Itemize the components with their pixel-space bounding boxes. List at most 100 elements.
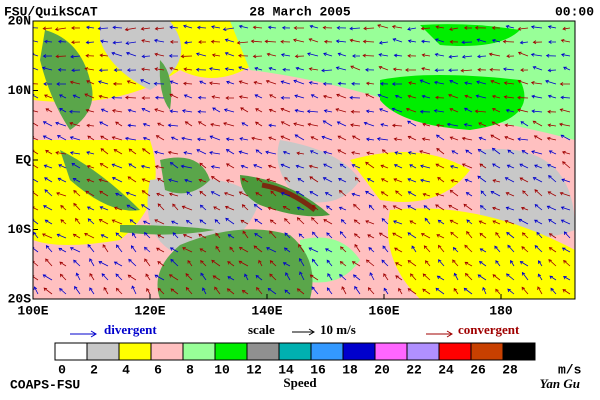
wind-arrow — [559, 122, 571, 127]
wind-arrow — [545, 53, 557, 58]
wind-arrow — [169, 93, 179, 99]
wind-arrow — [252, 54, 263, 59]
wind-arrow — [507, 149, 515, 155]
wind-arrow — [200, 272, 207, 281]
wind-arrow — [127, 108, 137, 113]
wind-arrow — [209, 135, 221, 141]
wind-arrow — [124, 27, 137, 32]
wind-arrow — [268, 108, 277, 113]
wind-arrow — [351, 192, 361, 197]
wind-arrow — [168, 192, 179, 197]
wind-arrow — [380, 178, 389, 183]
colorbar-label: 8 — [186, 362, 194, 377]
wind-arrow — [181, 205, 193, 211]
wind-arrow — [383, 204, 389, 211]
wind-arrow — [238, 53, 249, 58]
wind-arrow — [536, 231, 543, 239]
wind-arrow — [200, 260, 207, 267]
wind-arrow — [197, 95, 207, 100]
wind-arrow — [225, 217, 235, 225]
wind-arrow — [490, 134, 501, 141]
wind-arrow — [474, 25, 487, 30]
wind-arrow — [211, 53, 221, 58]
wind-arrow — [215, 245, 221, 253]
wind-arrow — [307, 122, 319, 127]
wind-arrow — [479, 232, 487, 239]
wind-arrow — [392, 232, 403, 239]
wind-arrow — [407, 94, 417, 99]
wind-arrow — [491, 39, 501, 43]
wind-arrow — [450, 179, 459, 183]
wind-arrow — [437, 176, 445, 183]
wind-arrow — [479, 205, 487, 211]
wind-arrow — [212, 107, 221, 113]
wind-arrow — [128, 258, 137, 267]
wind-arrow — [378, 232, 389, 239]
wind-arrow — [154, 26, 165, 31]
wind-arrow — [127, 176, 137, 183]
wind-arrow — [534, 203, 543, 211]
wind-arrow — [253, 164, 263, 169]
wind-arrow — [128, 148, 137, 155]
wind-arrow — [284, 232, 291, 239]
wind-arrow — [103, 286, 109, 295]
wind-arrow — [266, 247, 277, 253]
wind-arrow — [238, 150, 249, 155]
wind-arrow — [505, 108, 515, 113]
wind-arrow — [143, 246, 151, 253]
wind-arrow — [336, 121, 347, 127]
wind-arrow — [491, 121, 501, 127]
wind-arrow — [549, 275, 557, 281]
wind-arrow — [284, 176, 291, 183]
wind-arrow — [502, 39, 515, 44]
wind-arrow — [546, 136, 557, 141]
wind-arrow — [97, 26, 109, 31]
wind-arrow — [436, 147, 445, 155]
wind-arrow — [33, 67, 39, 71]
wind-arrow — [241, 204, 249, 211]
wind-arrow — [111, 136, 123, 141]
wind-arrow — [466, 230, 473, 239]
colorbar-swatch — [86, 342, 120, 361]
wind-arrow — [211, 259, 221, 267]
wind-arrow — [43, 164, 53, 169]
wind-arrow — [225, 96, 235, 100]
wind-arrow — [111, 51, 123, 57]
colorbar-swatch — [54, 342, 88, 361]
colorbar-label: 2 — [90, 362, 98, 377]
wind-arrow — [126, 204, 137, 211]
wind-arrow — [239, 137, 249, 141]
wind-arrow — [267, 25, 277, 30]
wind-arrow — [534, 164, 543, 169]
wind-arrow — [197, 121, 207, 127]
wind-arrow — [339, 273, 347, 281]
wind-arrow — [391, 123, 403, 128]
wind-arrow — [198, 178, 207, 183]
wind-arrow — [449, 27, 459, 31]
wind-arrow — [478, 122, 487, 127]
wind-arrow — [474, 109, 487, 114]
wind-arrow — [419, 109, 431, 114]
wind-arrow — [547, 109, 557, 114]
wind-arrow — [560, 95, 571, 100]
wind-arrow — [381, 149, 389, 155]
wind-arrow — [282, 150, 291, 155]
colorbar-swatch — [182, 342, 216, 361]
wind-arrow — [45, 258, 53, 267]
wind-arrow — [394, 151, 403, 155]
wind-arrow — [446, 122, 459, 127]
wind-arrow — [170, 136, 179, 141]
wind-arrow — [308, 164, 319, 169]
wind-arrow — [146, 287, 151, 295]
wind-arrow — [226, 163, 235, 169]
wind-arrow — [144, 232, 151, 239]
wind-arrow — [383, 287, 389, 295]
wind-arrow — [453, 287, 459, 295]
wind-arrow — [477, 274, 487, 281]
wind-arrow — [517, 51, 529, 57]
wind-arrow — [559, 108, 571, 113]
wind-arrow — [337, 81, 347, 86]
wind-arrow — [168, 178, 179, 183]
wind-arrow — [519, 177, 529, 183]
wind-arrow — [222, 27, 235, 32]
